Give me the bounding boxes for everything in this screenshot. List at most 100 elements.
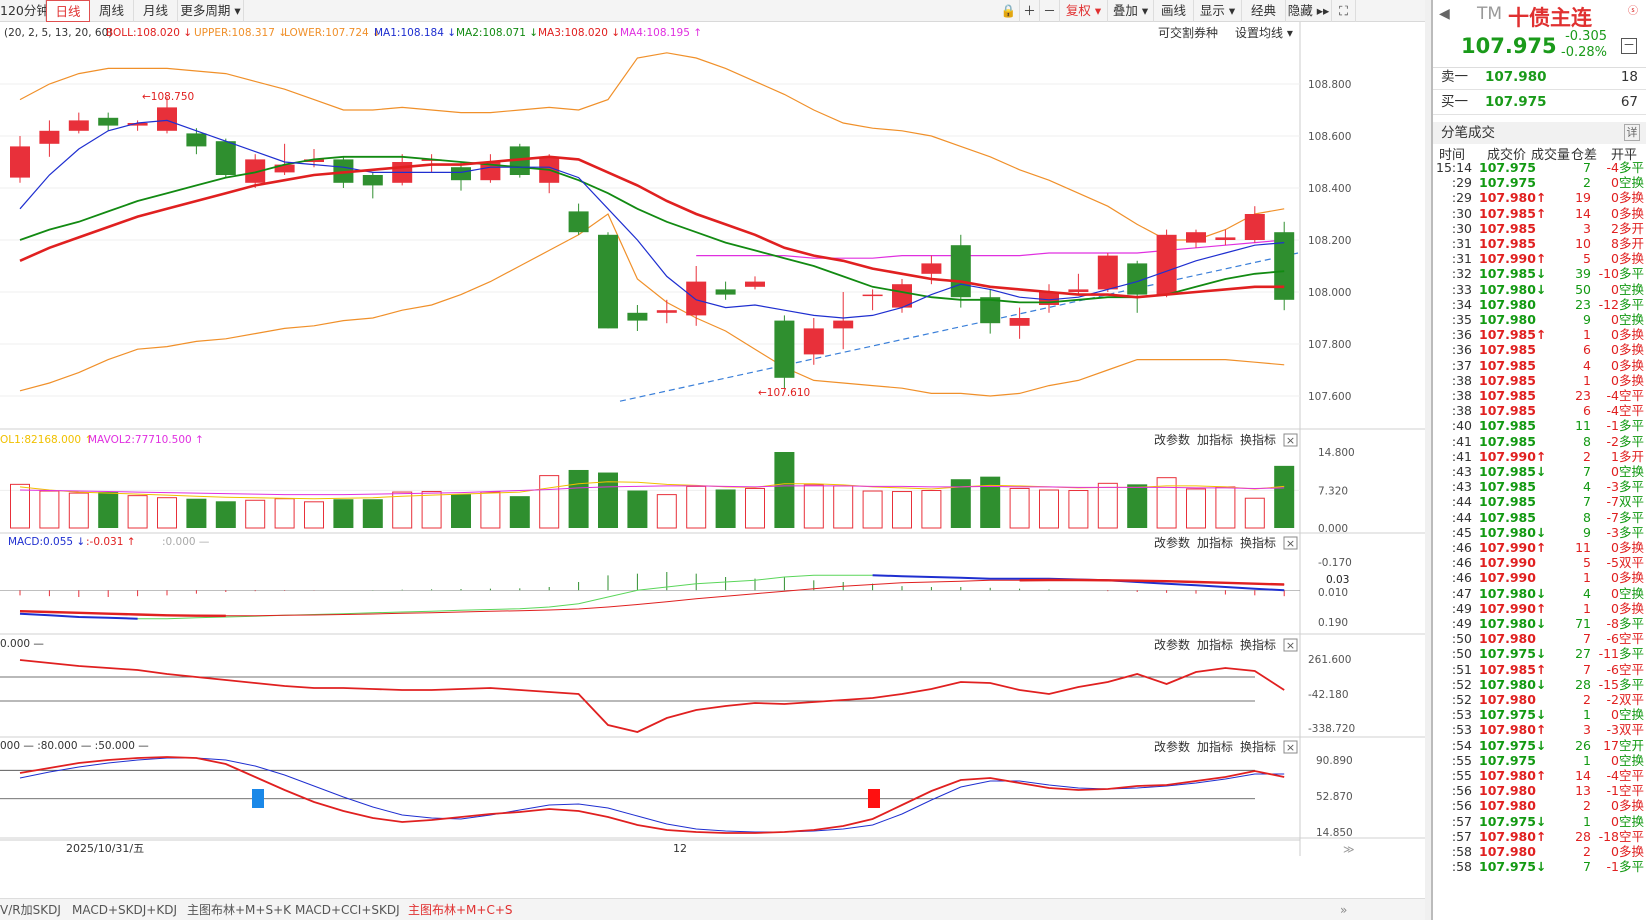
volume-bar xyxy=(568,469,589,528)
period-month-tab[interactable]: 月线 xyxy=(134,0,178,22)
tick-detail-button[interactable]: 详 xyxy=(1624,124,1640,141)
tick-time: :49 xyxy=(1451,616,1472,631)
lock-icon[interactable]: 🔒 xyxy=(998,0,1020,22)
template-tab-1[interactable]: V/R加SKDJ xyxy=(0,903,61,917)
tick-oi-diff: 0 xyxy=(1611,570,1619,586)
volume-bar xyxy=(509,496,530,528)
tick-row: :43 107.985↓ 7 0 空换 xyxy=(1433,464,1646,479)
kdj-tick-label: 14.850 xyxy=(1316,827,1353,839)
tick-time: :46 xyxy=(1451,570,1472,586)
collapse-icon[interactable]: － xyxy=(1621,38,1637,54)
tick-oi-diff: -5 xyxy=(1606,555,1619,571)
draw-line-button[interactable]: 画线 xyxy=(1154,0,1194,22)
display-button[interactable]: 显示 ▾ xyxy=(1194,0,1242,22)
tick-price: 107.990 xyxy=(1479,555,1536,571)
contract-code: TM xyxy=(1477,4,1503,24)
tick-row: :49 107.980↓ 71 -8 多平 xyxy=(1433,616,1646,631)
tick-oi-diff: -1 xyxy=(1606,783,1619,799)
tick-price: 107.975↓ xyxy=(1479,737,1547,753)
tick-open-close: 空平 xyxy=(1619,388,1645,403)
hide-button[interactable]: 隐藏 ▸▸ xyxy=(1286,0,1332,22)
tick-open-close: 多平 xyxy=(1619,160,1645,175)
tick-oi-diff: -15 xyxy=(1598,676,1619,692)
boll-lower-line xyxy=(19,213,1285,397)
tick-columns: 时间 成交价 成交量 仓差 开平 xyxy=(1433,144,1646,163)
tick-volume: 8 xyxy=(1583,433,1591,449)
tick-time: :43 xyxy=(1451,464,1472,479)
tick-price: 107.980 xyxy=(1479,844,1536,859)
tick-price: 107.980 xyxy=(1479,798,1536,814)
tick-volume: 28 xyxy=(1575,676,1591,692)
candle-body xyxy=(1009,318,1030,326)
candle-body xyxy=(715,289,736,295)
tick-row: :43 107.985 4 -3 多平 xyxy=(1433,479,1646,494)
close-panel-box xyxy=(1283,433,1298,447)
template-tab-4[interactable]: MACD+CCI+SKDJ xyxy=(295,903,400,917)
edit-params-link: 改参数 xyxy=(1154,535,1190,550)
overlay-button[interactable]: 叠加 ▾ xyxy=(1108,0,1154,22)
tick-time: :30 xyxy=(1451,205,1472,221)
indicator-value: (20, 2, 5, 13, 20, 60) xyxy=(4,27,112,39)
volume-bar xyxy=(392,491,413,529)
chart-area[interactable]: 108.800 108.600 108.400 108.200 108.000 107.8… xyxy=(0,22,1425,898)
candle-body xyxy=(186,133,207,147)
tick-row: :55 107.975 1 0 空换 xyxy=(1433,753,1646,768)
sell1-volume: 18 xyxy=(1620,69,1638,85)
prev-contract-icon[interactable]: ◀ xyxy=(1439,6,1450,22)
tick-volume: 2 xyxy=(1583,844,1591,859)
candle-body xyxy=(1068,289,1089,292)
volume-bar xyxy=(1186,488,1206,529)
scroll-right-icon[interactable]: » xyxy=(1340,903,1348,917)
candle-body xyxy=(656,310,677,313)
tick-volume: 1 xyxy=(1583,752,1591,768)
tick-volume: 7 xyxy=(1583,494,1591,510)
tick-volume: 28 xyxy=(1575,828,1591,844)
tick-oi-diff: -1 xyxy=(1606,859,1619,875)
tick-open-close: 空换 xyxy=(1619,464,1645,479)
period-120min-tab[interactable]: 120分钟 xyxy=(0,0,49,22)
panel-splitter[interactable] xyxy=(1425,0,1431,920)
candle-body xyxy=(686,281,707,316)
tick-price: 107.975 xyxy=(1479,160,1536,175)
adjust-rights-button[interactable]: 复权 ▾ xyxy=(1060,0,1108,22)
candle-body xyxy=(274,164,295,173)
ma3-line xyxy=(19,155,1285,299)
zoom-in-icon[interactable]: ＋ xyxy=(1020,0,1040,22)
period-week-tab[interactable]: 周线 xyxy=(90,0,134,22)
template-tab-2[interactable]: MACD+SKDJ+KDJ xyxy=(72,903,177,917)
tick-time: :54 xyxy=(1451,737,1472,753)
volume-bar xyxy=(451,494,471,528)
tick-open-close: 空换 xyxy=(1619,707,1645,723)
tick-price: 107.975↓ xyxy=(1479,859,1547,875)
volume-bar xyxy=(1156,477,1177,529)
tick-oi-diff: 0 xyxy=(1611,798,1619,814)
tick-volume: 1 xyxy=(1583,570,1591,586)
volume-bar xyxy=(157,497,177,529)
tick-time: :38 xyxy=(1451,372,1472,388)
period-day-tab[interactable]: 日线 xyxy=(46,0,90,22)
tick-price: 107.980↓ xyxy=(1479,676,1547,692)
tick-row: :53 107.975↓ 1 0 空换 xyxy=(1433,707,1646,722)
tick-row: :38 107.985 1 0 多换 xyxy=(1433,373,1646,388)
tick-row: :44 107.985 8 -7 多平 xyxy=(1433,510,1646,525)
tick-price: 107.985↓ xyxy=(1479,464,1547,479)
tick-time: :44 xyxy=(1451,509,1472,525)
switch-indicator-link: 换指标 xyxy=(1240,739,1276,754)
tick-open-close: 多开 xyxy=(1619,236,1645,251)
indicator-template-tabs: V/R加SKDJ MACD+SKDJ+KDJ 主图布林+M+S+K MACD+C… xyxy=(0,898,1425,920)
classic-button[interactable]: 经典 xyxy=(1242,0,1286,22)
zoom-out-icon[interactable]: － xyxy=(1040,0,1060,22)
switch-indicator-link: 换指标 xyxy=(1240,432,1276,447)
info-icon[interactable]: ⓢ xyxy=(1628,6,1638,17)
more-periods-dropdown[interactable]: 更多周期 ▾ xyxy=(178,0,244,22)
template-tab-5[interactable]: 主图布林+M+C+S xyxy=(408,903,513,917)
tick-oi-diff: 17 xyxy=(1603,737,1619,753)
tick-volume: 5 xyxy=(1583,251,1591,267)
tick-volume: 6 xyxy=(1583,403,1591,419)
template-tab-3[interactable]: 主图布林+M+S+K xyxy=(187,903,292,917)
tick-row: :41 107.990↑ 2 1 多开 xyxy=(1433,449,1646,464)
fullscreen-icon[interactable]: ⛶ xyxy=(1332,0,1356,22)
tick-price: 107.975↓ xyxy=(1479,646,1547,662)
tick-price: 107.980↓ xyxy=(1479,524,1547,540)
tick-volume: 1 xyxy=(1583,372,1591,388)
